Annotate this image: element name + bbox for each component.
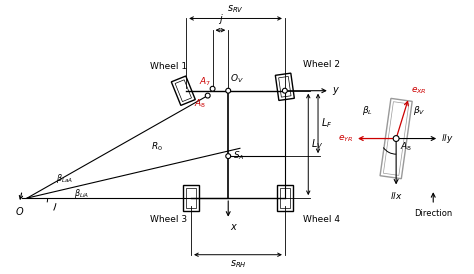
Bar xyxy=(380,98,412,179)
Text: Wheel 3: Wheel 3 xyxy=(150,215,187,224)
Circle shape xyxy=(226,88,231,93)
Text: $y$: $y$ xyxy=(332,85,340,97)
Text: $A_8$: $A_8$ xyxy=(400,141,412,153)
Text: $A_8$: $A_8$ xyxy=(194,98,206,110)
Bar xyxy=(275,73,294,101)
Circle shape xyxy=(210,86,215,91)
Text: $\beta_L$: $\beta_L$ xyxy=(362,104,373,117)
Bar xyxy=(383,102,409,175)
Text: $R_0$: $R_0$ xyxy=(151,140,163,153)
Text: Wheel 2: Wheel 2 xyxy=(303,60,340,69)
Text: $O$: $O$ xyxy=(15,205,24,217)
Circle shape xyxy=(393,136,399,141)
Bar xyxy=(277,185,292,211)
Text: $A_7$: $A_7$ xyxy=(199,75,210,88)
Text: $j$: $j$ xyxy=(218,12,223,26)
Text: $s_{RV}$: $s_{RV}$ xyxy=(227,3,244,15)
Text: Wheel 4: Wheel 4 xyxy=(303,215,340,224)
Bar xyxy=(183,185,199,211)
Bar xyxy=(171,76,195,105)
Text: $\beta_{LiA}$: $\beta_{LiA}$ xyxy=(74,187,89,200)
Circle shape xyxy=(283,88,287,93)
Circle shape xyxy=(205,93,210,98)
Text: $s_{RH}$: $s_{RH}$ xyxy=(229,259,246,270)
Circle shape xyxy=(226,154,231,159)
Text: $e_{YR}$: $e_{YR}$ xyxy=(338,133,353,144)
Bar xyxy=(175,80,191,102)
Text: $S_A$: $S_A$ xyxy=(233,150,245,162)
Text: $llx$: $llx$ xyxy=(390,190,402,201)
Text: $O_V$: $O_V$ xyxy=(230,72,244,85)
Bar xyxy=(186,188,196,208)
Bar xyxy=(279,76,291,97)
Text: Wheel 1: Wheel 1 xyxy=(150,62,187,71)
Text: Direction: Direction xyxy=(414,209,452,218)
Text: $e_{XR}$: $e_{XR}$ xyxy=(411,85,427,96)
Bar xyxy=(280,188,290,208)
Text: $L_V$: $L_V$ xyxy=(311,138,324,151)
Text: $\beta_{LaA}$: $\beta_{LaA}$ xyxy=(56,172,73,185)
Text: $lly$: $lly$ xyxy=(441,132,454,145)
Text: $L_F$: $L_F$ xyxy=(321,116,332,130)
Text: $x$: $x$ xyxy=(230,221,238,232)
Text: $\beta_V$: $\beta_V$ xyxy=(413,104,425,117)
